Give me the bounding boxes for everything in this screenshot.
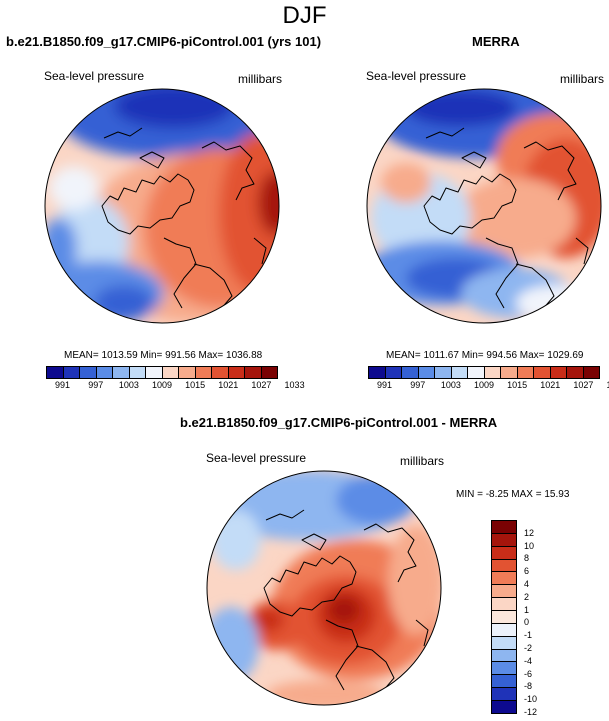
colorbar-tick-label: -12	[524, 707, 538, 717]
colorbar-swatch	[402, 367, 419, 378]
colorbar-swatch	[492, 623, 516, 637]
colorbar-tick-label: 1021	[218, 380, 239, 390]
colorbar-tick-label: -4	[524, 655, 533, 666]
colorbar-tick-label: 2	[524, 591, 530, 602]
colorbar-tick-label: 1003	[440, 380, 461, 390]
colorbar-swatch	[146, 367, 163, 378]
figure-title: DJF	[282, 2, 327, 29]
colorbar-swatch	[468, 367, 485, 378]
colorbar-swatch	[484, 367, 501, 378]
model-colorbar: 991 997 1003 1009 1015 1021 1027 1033	[46, 366, 305, 391]
colorbar-swatch	[435, 367, 452, 378]
merra-stats: MEAN= 1011.67 Min= 994.56 Max= 1029.69	[386, 350, 584, 361]
colorbar-swatch	[63, 367, 80, 378]
colorbar-swatch	[550, 367, 567, 378]
diff-stats: MIN = -8.25 MAX = 15.93	[456, 489, 570, 500]
colorbar-swatch	[492, 649, 516, 663]
colorbar-tick-label: 997	[88, 380, 104, 390]
colorbar-swatch	[418, 367, 435, 378]
colorbar-swatch	[492, 662, 516, 676]
colorbar-swatch	[492, 598, 516, 612]
colorbar-tick-label: 1015	[185, 380, 206, 390]
colorbar-swatch	[517, 367, 534, 378]
merra-units-label: millibars	[560, 72, 605, 86]
merra-colorbar: 991 997 1003 1009 1015 1021 1027 1033	[368, 366, 609, 391]
colorbar-swatch	[492, 701, 516, 713]
colorbar-swatch	[534, 367, 551, 378]
colorbar-swatch	[492, 572, 516, 586]
colorbar-swatch	[492, 688, 516, 702]
colorbar-tick-label: -10	[524, 694, 538, 705]
colorbar-swatch	[492, 546, 516, 560]
colorbar-swatch	[96, 367, 113, 378]
colorbar-tick-label: 1033	[607, 380, 609, 390]
colorbar-tick-label: 12	[524, 527, 535, 538]
colorbar-swatch	[228, 367, 245, 378]
colorbar-swatch	[492, 559, 516, 573]
colorbar-tick-label: 1021	[540, 380, 561, 390]
colorbar-swatch	[369, 367, 386, 378]
merra-panel-title: MERRA	[472, 34, 520, 49]
colorbar-swatch	[492, 611, 516, 624]
merra-variable-label: Sea-level pressure	[366, 69, 467, 83]
colorbar-tick-label: 991	[377, 380, 393, 390]
colorbar-swatch	[212, 367, 229, 378]
colorbar-swatch	[47, 367, 64, 378]
colorbar-swatch	[261, 367, 277, 378]
colorbar-tick-label: 1015	[507, 380, 528, 390]
colorbar-swatch	[385, 367, 402, 378]
model-stats: MEAN= 1013.59 Min= 991.56 Max= 1036.88	[64, 350, 263, 361]
colorbar-swatch	[492, 521, 516, 534]
colorbar-tick-label: -2	[524, 643, 533, 653]
colorbar-tick-label: 4	[524, 579, 530, 589]
colorbar-swatch	[492, 675, 516, 689]
diff-variable-label: Sea-level pressure	[206, 451, 307, 465]
colorbar-swatch	[567, 367, 584, 378]
diff-colorbar	[491, 520, 517, 714]
colorbar-tick-label: 8	[524, 553, 530, 564]
colorbar-swatch	[80, 367, 97, 378]
colorbar-tick-label: 1009	[473, 380, 495, 390]
model-panel-title: b.e21.B1850.f09_g17.CMIP6-piControl.001 …	[6, 34, 322, 49]
colorbar-tick-label: 1009	[151, 380, 173, 390]
colorbar-swatch	[492, 636, 516, 650]
colorbar-tick-label: 997	[410, 380, 426, 390]
diff-colorbar-ticks: 12 10 8 6 4 2 1 0 -1 -2 -4 -6 -8 -10 -12	[520, 520, 560, 717]
colorbar-swatch	[583, 367, 599, 378]
colorbar-swatch	[195, 367, 212, 378]
diff-units-label: millibars	[400, 454, 445, 468]
colorbar-tick-label: 1027	[573, 380, 594, 390]
colorbar-swatch	[113, 367, 130, 378]
colorbar-tick-label: -1	[524, 630, 533, 641]
merra-slp-map	[366, 88, 602, 324]
diff-slp-map	[206, 470, 442, 706]
colorbar-tick-label: 1	[524, 604, 530, 615]
colorbar-tick-label: 6	[524, 566, 530, 577]
colorbar-tick-label: -8	[524, 681, 533, 692]
diff-panel-title: b.e21.B1850.f09_g17.CMIP6-piControl.001 …	[180, 415, 498, 430]
colorbar-tick-label: 1003	[118, 380, 139, 390]
colorbar-swatch	[492, 533, 516, 547]
colorbar-swatch	[129, 367, 146, 378]
colorbar-tick-label: 1027	[251, 380, 272, 390]
colorbar-tick-label: 0	[524, 617, 530, 628]
colorbar-swatch	[492, 585, 516, 599]
colorbar-tick-label: 1033	[284, 380, 305, 390]
colorbar-swatch	[162, 367, 179, 378]
model-slp-map	[44, 88, 280, 324]
colorbar-tick-label: 10	[524, 540, 535, 551]
colorbar-tick-label: -6	[524, 668, 533, 679]
colorbar-swatch	[501, 367, 518, 378]
model-variable-label: Sea-level pressure	[44, 69, 145, 83]
colorbar-swatch	[179, 367, 196, 378]
colorbar-tick-label: 991	[55, 380, 71, 390]
colorbar-swatch	[451, 367, 468, 378]
model-units-label: millibars	[238, 72, 283, 86]
colorbar-swatch	[245, 367, 262, 378]
